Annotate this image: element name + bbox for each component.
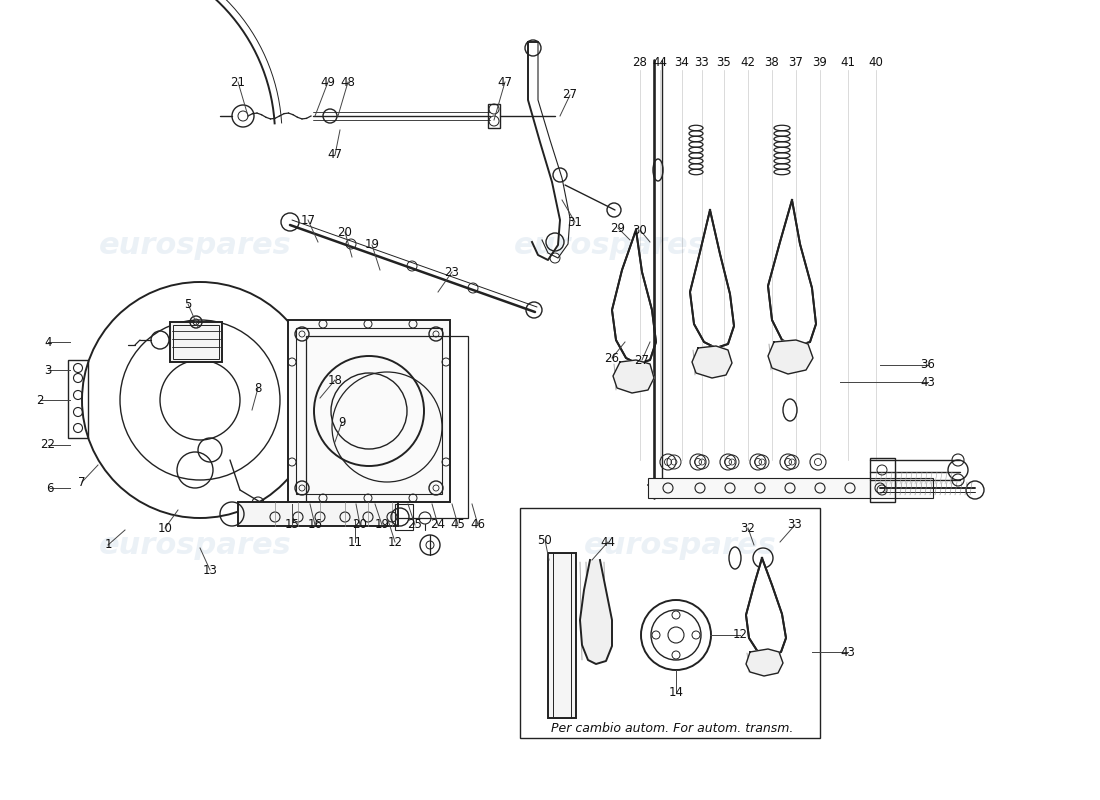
Text: 49: 49 — [320, 75, 336, 89]
Text: eurospares: eurospares — [584, 530, 777, 559]
Bar — [395, 504, 412, 530]
Text: 24: 24 — [430, 518, 446, 531]
Text: 46: 46 — [471, 518, 485, 531]
Text: 35: 35 — [716, 55, 732, 69]
Text: 20: 20 — [353, 518, 367, 531]
Text: 23: 23 — [444, 266, 460, 278]
Bar — [553, 553, 571, 718]
Text: 50: 50 — [538, 534, 552, 546]
Text: 17: 17 — [300, 214, 316, 226]
Text: 45: 45 — [451, 518, 465, 531]
Bar — [648, 478, 933, 498]
Polygon shape — [580, 560, 612, 664]
Text: 27: 27 — [635, 354, 649, 366]
Text: 36: 36 — [921, 358, 935, 371]
Bar — [306, 336, 468, 518]
Bar — [238, 502, 398, 526]
Text: 9: 9 — [339, 415, 345, 429]
Text: 48: 48 — [341, 75, 355, 89]
Text: eurospares: eurospares — [99, 530, 292, 559]
Text: 12: 12 — [387, 535, 403, 549]
Bar — [173, 325, 219, 359]
Text: 5: 5 — [185, 298, 191, 310]
Text: 15: 15 — [285, 518, 299, 531]
Polygon shape — [746, 649, 783, 676]
Text: 34: 34 — [674, 55, 690, 69]
Text: 14: 14 — [669, 686, 683, 698]
Text: eurospares: eurospares — [514, 230, 706, 259]
Bar — [296, 328, 442, 494]
Text: 6: 6 — [46, 482, 54, 494]
Text: 25: 25 — [408, 518, 422, 531]
Text: 41: 41 — [840, 55, 856, 69]
Bar — [548, 553, 576, 718]
Polygon shape — [768, 200, 816, 346]
Text: 2: 2 — [36, 394, 44, 406]
Text: 44: 44 — [652, 55, 668, 69]
Polygon shape — [613, 360, 654, 393]
Text: 30: 30 — [632, 223, 648, 237]
Text: 18: 18 — [328, 374, 342, 386]
Text: eurospares: eurospares — [99, 230, 292, 259]
Text: 44: 44 — [601, 535, 616, 549]
Text: 33: 33 — [694, 55, 710, 69]
Polygon shape — [612, 230, 656, 364]
Bar — [870, 458, 895, 502]
Text: 7: 7 — [78, 475, 86, 489]
Text: Per cambio autom. For autom. transm.: Per cambio autom. For autom. transm. — [551, 722, 793, 734]
Text: 28: 28 — [632, 55, 648, 69]
Polygon shape — [690, 210, 734, 348]
Text: 19: 19 — [364, 238, 380, 251]
Text: 29: 29 — [610, 222, 626, 234]
Text: 47: 47 — [328, 149, 342, 162]
Text: 47: 47 — [497, 75, 513, 89]
Text: 22: 22 — [41, 438, 55, 451]
Text: 32: 32 — [740, 522, 756, 534]
Bar — [68, 360, 88, 438]
Text: 16: 16 — [308, 518, 322, 531]
Text: 43: 43 — [921, 375, 935, 389]
Text: 4: 4 — [44, 335, 52, 349]
Bar — [170, 322, 222, 362]
Text: 19: 19 — [374, 518, 389, 531]
Text: 1: 1 — [104, 538, 112, 551]
Bar — [520, 508, 820, 738]
Polygon shape — [692, 346, 732, 378]
Text: 26: 26 — [605, 351, 619, 365]
Text: 33: 33 — [788, 518, 802, 531]
Text: 43: 43 — [840, 646, 856, 658]
Text: 13: 13 — [202, 563, 218, 577]
Polygon shape — [746, 558, 786, 656]
Text: 31: 31 — [568, 215, 582, 229]
Text: 3: 3 — [44, 363, 52, 377]
Text: 39: 39 — [813, 55, 827, 69]
Text: 10: 10 — [157, 522, 173, 534]
Text: 37: 37 — [789, 55, 803, 69]
Text: 38: 38 — [764, 55, 780, 69]
Bar — [488, 104, 501, 128]
Polygon shape — [768, 340, 813, 374]
Text: 11: 11 — [348, 535, 363, 549]
Text: 27: 27 — [562, 89, 578, 102]
Text: 8: 8 — [254, 382, 262, 394]
Text: 40: 40 — [869, 55, 883, 69]
Bar — [288, 320, 450, 502]
Text: 21: 21 — [231, 75, 245, 89]
Text: 20: 20 — [338, 226, 352, 238]
Text: 12: 12 — [733, 629, 748, 642]
Text: 42: 42 — [740, 55, 756, 69]
